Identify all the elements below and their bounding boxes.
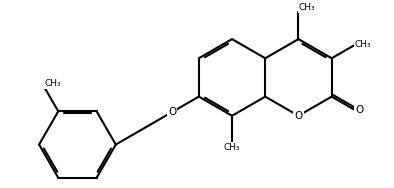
Text: CH₃: CH₃: [355, 40, 372, 49]
Text: CH₃: CH₃: [298, 3, 315, 12]
Text: O: O: [355, 105, 363, 115]
Text: O: O: [294, 111, 303, 121]
Text: CH₃: CH₃: [45, 79, 61, 88]
Text: O: O: [168, 107, 177, 117]
Text: CH₃: CH₃: [224, 143, 240, 152]
